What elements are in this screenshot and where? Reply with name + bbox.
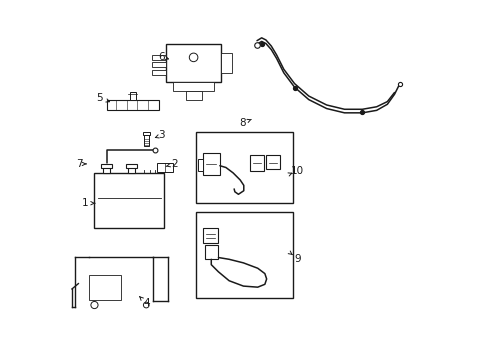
Text: 10: 10 <box>290 166 304 176</box>
Bar <box>198 158 203 171</box>
Bar <box>101 164 112 168</box>
Bar <box>165 44 221 82</box>
Bar <box>173 82 214 91</box>
Text: 4: 4 <box>142 298 149 308</box>
Bar <box>203 153 220 175</box>
Bar <box>196 132 292 203</box>
Bar <box>265 155 280 169</box>
Bar <box>89 275 121 300</box>
Bar <box>157 163 173 172</box>
Bar <box>103 166 110 173</box>
Bar <box>152 70 165 75</box>
Text: 5: 5 <box>96 93 103 103</box>
Bar <box>221 53 231 73</box>
Text: 7: 7 <box>76 159 82 169</box>
Text: 1: 1 <box>82 198 89 208</box>
Bar <box>142 132 149 135</box>
Text: 2: 2 <box>171 159 178 169</box>
Bar <box>130 92 135 100</box>
Bar <box>107 100 159 111</box>
Bar <box>125 164 137 168</box>
Bar <box>185 91 201 100</box>
Bar <box>152 63 165 67</box>
Text: 9: 9 <box>293 253 300 264</box>
Bar <box>205 245 217 259</box>
Bar <box>249 155 264 171</box>
Bar <box>94 173 164 228</box>
Bar <box>152 55 165 60</box>
Text: 3: 3 <box>158 130 164 140</box>
Bar <box>128 166 135 173</box>
Bar <box>196 212 292 298</box>
Text: 8: 8 <box>239 118 245 128</box>
Bar <box>143 135 148 146</box>
Bar <box>203 228 217 243</box>
Text: 6: 6 <box>158 52 164 62</box>
